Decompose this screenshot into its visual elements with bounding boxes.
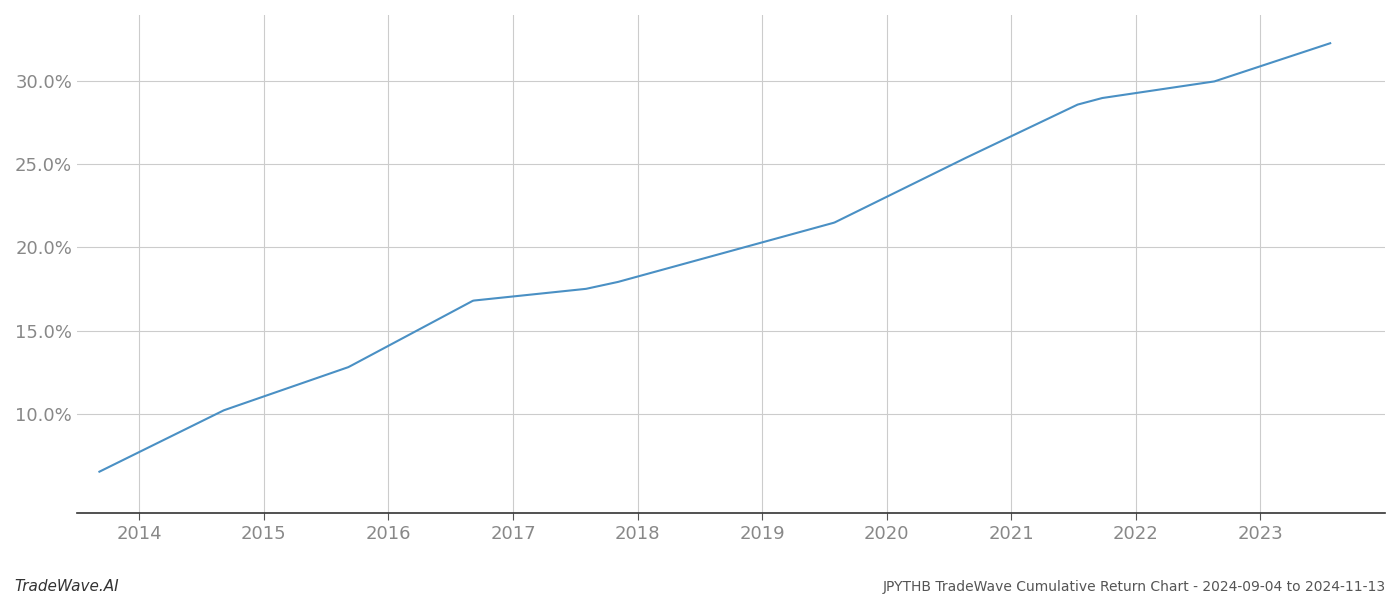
Text: JPYTHB TradeWave Cumulative Return Chart - 2024-09-04 to 2024-11-13: JPYTHB TradeWave Cumulative Return Chart… bbox=[883, 580, 1386, 594]
Text: TradeWave.AI: TradeWave.AI bbox=[14, 579, 119, 594]
